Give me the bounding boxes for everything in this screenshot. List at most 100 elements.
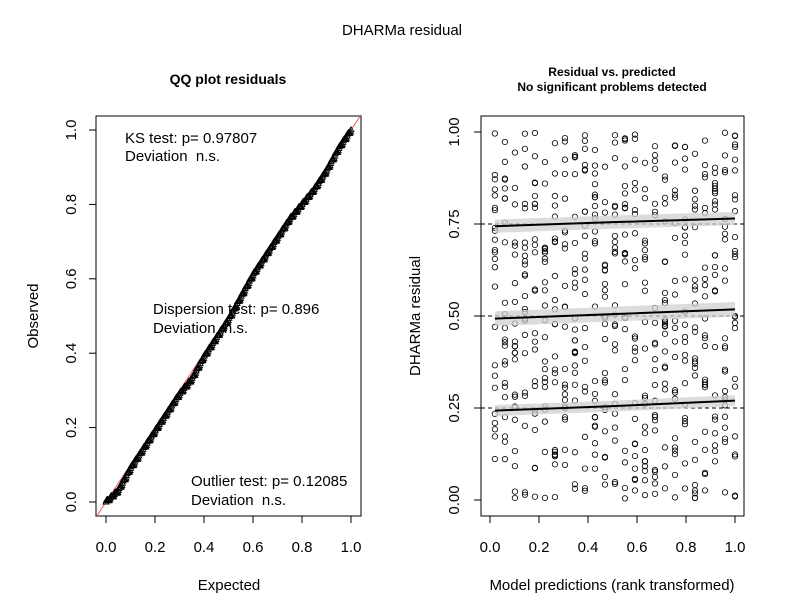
- residual-point: [531, 338, 539, 345]
- residual-point: [491, 176, 498, 183]
- qq-point: [285, 217, 293, 225]
- residual-point: [581, 255, 589, 262]
- residual-point: [651, 381, 659, 389]
- residual-point: [531, 180, 539, 187]
- residual-point: [551, 235, 559, 242]
- residual-point: [681, 485, 689, 492]
- residual-point: [681, 251, 689, 258]
- residual-point: [581, 383, 589, 391]
- residual-point: [601, 336, 609, 343]
- residual-point: [571, 284, 579, 291]
- residual-point: [621, 137, 629, 144]
- residual-point: [721, 169, 729, 176]
- residual-point: [601, 369, 609, 377]
- residual-point: [631, 475, 639, 483]
- residual-point: [601, 280, 609, 288]
- residual-point: [721, 343, 729, 350]
- residual-point: [491, 455, 498, 463]
- residual-point: [521, 244, 529, 251]
- residual-point: [671, 451, 679, 458]
- residual-point: [581, 290, 589, 298]
- residual-point: [631, 179, 639, 187]
- qq-point: [310, 185, 318, 193]
- residual-point: [701, 342, 709, 350]
- residual-point: [541, 494, 549, 502]
- residual-point: [691, 456, 699, 463]
- residual-point: [701, 293, 709, 300]
- outlier-test-annotation: Outlier test: p= 0.12085 Deviation n.s.: [191, 473, 347, 509]
- residual-point: [721, 366, 729, 373]
- residual-plot-title: Residual vs. predicted: [548, 65, 675, 79]
- residual-point: [511, 447, 519, 455]
- residual-point: [601, 163, 609, 170]
- residual-point: [551, 451, 559, 458]
- residual-point: [611, 202, 619, 209]
- residual-point: [641, 423, 649, 430]
- residual-point: [641, 430, 649, 437]
- residual-point: [581, 485, 589, 492]
- residual-point: [611, 424, 619, 431]
- residual-point: [601, 428, 609, 435]
- qq-x-axis-label: Expected: [198, 577, 261, 594]
- residual-point: [501, 185, 509, 192]
- residual-point: [581, 388, 589, 395]
- qq-point: [227, 311, 236, 318]
- residual-point: [641, 159, 649, 166]
- residual-x-axis-label: Model predictions (rank transformed): [489, 577, 734, 594]
- residual-point: [671, 291, 679, 298]
- residual-point: [571, 239, 579, 247]
- residual-point: [541, 418, 549, 425]
- residual-point: [561, 195, 569, 202]
- residual-point: [571, 381, 579, 388]
- residual-point: [501, 394, 509, 401]
- residual-point: [541, 180, 549, 187]
- residual-point: [511, 343, 519, 350]
- residual-point: [701, 332, 709, 339]
- residual-point: [571, 279, 579, 286]
- residual-point: [561, 282, 569, 289]
- residual-point: [681, 232, 689, 239]
- residual-point: [731, 250, 739, 258]
- residual-point: [701, 335, 709, 342]
- residual-point: [511, 462, 519, 470]
- residual-point: [701, 379, 709, 386]
- residual-point: [531, 204, 539, 211]
- residual-point: [501, 383, 509, 390]
- residual-point: [541, 383, 549, 391]
- residual-point: [711, 458, 719, 465]
- residual-point: [631, 257, 639, 264]
- residual-point: [491, 236, 498, 243]
- residual-point: [681, 460, 689, 467]
- residual-point: [551, 366, 559, 373]
- residual-point: [711, 182, 719, 189]
- residual-point: [651, 157, 659, 165]
- residual-point: [591, 240, 599, 247]
- residual-point: [541, 358, 549, 365]
- residual-point: [571, 449, 579, 456]
- residual-y-tick-label: 0.00: [446, 485, 463, 514]
- residual-point: [631, 186, 639, 193]
- residual-point: [681, 276, 689, 283]
- residual-point: [721, 435, 729, 442]
- residual-point: [651, 480, 659, 487]
- residual-point: [721, 152, 729, 159]
- residual-point: [661, 363, 669, 370]
- residual-x-tick-label: 0.2: [529, 539, 550, 556]
- residual-point: [621, 258, 629, 265]
- residual-point: [601, 287, 609, 294]
- residual-point: [551, 448, 559, 455]
- residual-point: [651, 339, 659, 346]
- residual-point: [731, 156, 739, 163]
- residual-point: [541, 287, 549, 294]
- residual-vs-predicted-panel: Residual vs. predicted No significant pr…: [407, 65, 745, 594]
- residual-point: [581, 132, 589, 139]
- outlier-test-line: Outlier test: p= 0.12085: [191, 473, 347, 490]
- residual-point: [731, 383, 739, 390]
- residual-point: [681, 414, 689, 422]
- residual-point: [731, 375, 739, 383]
- residual-point: [571, 266, 579, 273]
- residual-point: [561, 156, 569, 163]
- residual-point: [651, 411, 659, 419]
- residual-point: [641, 195, 649, 202]
- residual-point: [571, 171, 579, 178]
